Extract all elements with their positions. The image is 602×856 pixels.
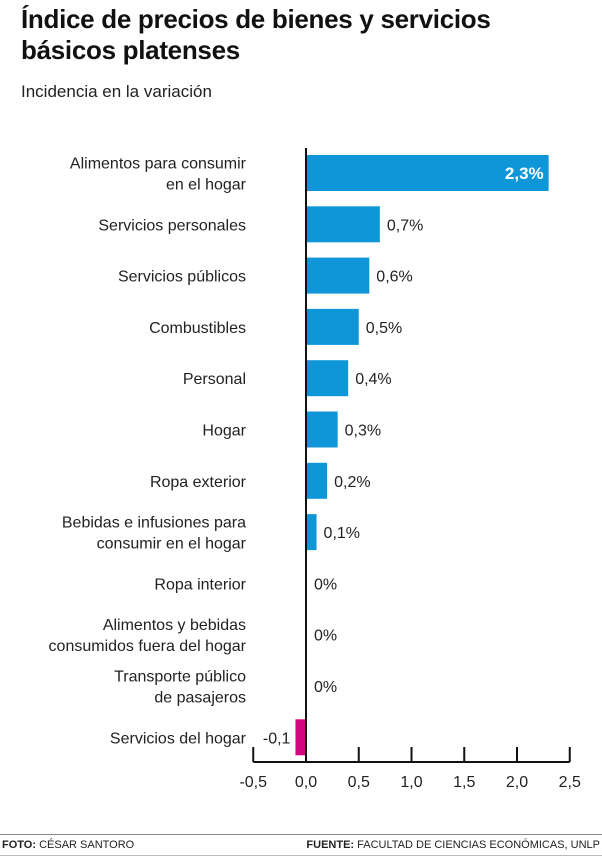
data-label: 0%	[314, 628, 337, 645]
x-tick-label: 2,5	[559, 774, 581, 791]
category-label: Bebidas e infusiones para	[62, 515, 246, 532]
x-tick-label: -0,5	[239, 774, 267, 791]
bar-chart: Alimentos para consumir en el hogar 2,3% Se…	[49, 148, 581, 791]
data-label: -0,1	[263, 730, 291, 747]
bar	[295, 719, 306, 756]
bar	[306, 514, 317, 551]
x-tick-label: 1,0	[400, 774, 422, 791]
data-label: 2,3%	[505, 164, 544, 183]
category-label: de pasajeros	[154, 690, 246, 707]
chart-subtitle: Incidencia en la variación	[21, 82, 212, 101]
data-label: 0,1%	[324, 525, 360, 542]
category-label: Hogar	[202, 423, 246, 440]
category-label: consumidos fuera del hogar	[49, 638, 247, 655]
photo-credit-value: CÉSAR SANTORO	[39, 839, 135, 851]
x-tick-label: 0,5	[348, 774, 370, 791]
bar	[306, 308, 359, 345]
bar	[306, 155, 549, 191]
bar	[306, 257, 370, 294]
category-label: Alimentos y bebidas	[103, 617, 246, 634]
x-tick-label: 0,0	[295, 774, 317, 791]
category-label: Ropa exterior	[150, 474, 247, 491]
bar	[306, 411, 338, 448]
category-label: Ropa interior	[154, 576, 246, 593]
x-tick-label: 2,0	[506, 774, 528, 791]
bar	[306, 360, 349, 397]
data-label: 0,5%	[366, 320, 402, 337]
data-label: 0,4%	[355, 371, 391, 388]
category-label: Alimentos para consumir	[70, 156, 247, 173]
x-tick-label: 1,5	[453, 774, 475, 791]
category-label: Personal	[183, 371, 246, 388]
category-label: Servicios públicos	[118, 269, 246, 286]
source-credit-label: FUENTE:	[306, 839, 355, 851]
category-label: Servicios del hogar	[110, 730, 247, 747]
photo-credit-label: FOTO:	[2, 839, 37, 851]
data-label: 0,7%	[387, 217, 423, 234]
category-label: Servicios personales	[98, 217, 246, 234]
chart-title: Índice de precios de bienes y servicios …	[21, 4, 491, 65]
category-label: Transporte público	[114, 669, 246, 686]
data-label: 0%	[314, 679, 337, 696]
category-label: consumir en el hogar	[97, 536, 247, 553]
data-label: 0%	[314, 576, 337, 593]
footer: FOTO: CÉSAR SANTORO FUENTE: FACULTAD DE …	[0, 834, 602, 856]
bar	[306, 462, 328, 499]
category-label: en el hogar	[166, 177, 247, 194]
data-label: 0,2%	[334, 474, 370, 491]
bar	[306, 206, 380, 243]
source-credit-value: FACULTAD DE CIENCIAS ECONÓMICAS, UNLP	[357, 839, 600, 851]
source-credit: FUENTE: FACULTAD DE CIENCIAS ECONÓMICAS,…	[306, 839, 600, 851]
photo-credit: FOTO: CÉSAR SANTORO	[2, 839, 134, 851]
category-label: Combustibles	[149, 320, 246, 337]
data-label: 0,6%	[376, 269, 412, 286]
data-label: 0,3%	[345, 423, 381, 440]
